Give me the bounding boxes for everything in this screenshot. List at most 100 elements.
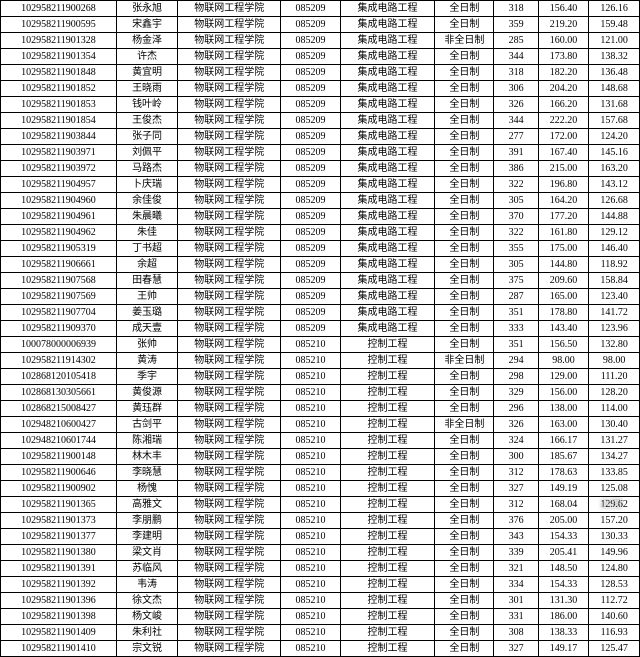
cell-type: 全日制 [435,97,494,113]
cell-score1: 334 [494,577,538,593]
cell-score3: 149.96 [589,545,640,561]
cell-id: 102958211901365 [1,497,117,513]
cell-score3: 125.47 [589,641,640,657]
cell-id: 102958211901328 [1,33,117,49]
cell-major: 控制工程 [340,545,435,561]
cell-name: 钱叶岭 [116,97,177,113]
table-row: 102958211904962朱佳物联网工程学院085209集成电路工程全日制3… [1,225,640,241]
table-row: 102958211901409朱利社物联网工程学院085210控制工程全日制30… [1,625,640,641]
cell-score3: 131.27 [589,433,640,449]
cell-score2: 148.50 [538,561,589,577]
cell-name: 古剑平 [116,417,177,433]
cell-id: 102958211900902 [1,481,117,497]
cell-major: 控制工程 [340,481,435,497]
cell-name: 李朋鹏 [116,513,177,529]
cell-code: 085210 [281,433,340,449]
cell-score3: 128.53 [589,577,640,593]
cell-type: 全日制 [435,129,494,145]
cell-score2: 138.00 [538,401,589,417]
cell-score1: 305 [494,193,538,209]
cell-id: 102958211901848 [1,65,117,81]
cell-type: 全日制 [435,577,494,593]
cell-score2: 154.33 [538,529,589,545]
table-row: 102958211907568田春慧物联网工程学院085209集成电路工程全日制… [1,273,640,289]
cell-name: 王晓雨 [116,81,177,97]
cell-id: 102958211904960 [1,193,117,209]
table-row: 102868215008427黄珏群物联网工程学院085210控制工程全日制29… [1,401,640,417]
cell-major: 集成电路工程 [340,113,435,129]
cell-type: 全日制 [435,321,494,337]
cell-college: 物联网工程学院 [178,561,281,577]
cell-score1: 375 [494,273,538,289]
cell-score3: 125.08 [589,481,640,497]
cell-name: 张永旭 [116,1,177,17]
cell-name: 林木丰 [116,449,177,465]
cell-name: 杨金泽 [116,33,177,49]
cell-score3: 118.92 [589,257,640,273]
cell-type: 非全日制 [435,417,494,433]
table-row: 102958211901853钱叶岭物联网工程学院085209集成电路工程全日制… [1,97,640,113]
cell-type: 全日制 [435,545,494,561]
cell-major: 集成电路工程 [340,289,435,305]
cell-type: 全日制 [435,529,494,545]
table-row: 102958211904957卜庆瑞物联网工程学院085209集成电路工程全日制… [1,177,640,193]
cell-score3: 130.33 [589,529,640,545]
cell-type: 全日制 [435,497,494,513]
cell-id: 102958211900268 [1,1,117,17]
cell-score3: 144.88 [589,209,640,225]
cell-major: 控制工程 [340,577,435,593]
cell-major: 控制工程 [340,465,435,481]
cell-code: 085210 [281,401,340,417]
cell-score3: 146.40 [589,241,640,257]
table-row: 102958211901377李建明物联网工程学院085210控制工程全日制34… [1,529,640,545]
cell-type: 全日制 [435,513,494,529]
table-row: 102958211901354许杰物联网工程学院085209集成电路工程全日制3… [1,49,640,65]
cell-code: 085210 [281,417,340,433]
cell-score1: 318 [494,1,538,17]
cell-score3: 123.96 [589,321,640,337]
cell-score1: 294 [494,353,538,369]
table-row: 102958211900595宋鑫宇物联网工程学院085209集成电路工程全日制… [1,17,640,33]
cell-major: 集成电路工程 [340,177,435,193]
cell-name: 李晓慧 [116,465,177,481]
cell-major: 集成电路工程 [340,209,435,225]
cell-name: 黄珏群 [116,401,177,417]
cell-major: 控制工程 [340,513,435,529]
table-row: 102958211900646李晓慧物联网工程学院085210控制工程全日制31… [1,465,640,481]
cell-code: 085209 [281,1,340,17]
cell-major: 控制工程 [340,625,435,641]
cell-major: 集成电路工程 [340,257,435,273]
cell-name: 梁文肖 [116,545,177,561]
data-table: 102958211900268张永旭物联网工程学院085209集成电路工程全日制… [0,0,640,657]
cell-type: 全日制 [435,257,494,273]
cell-college: 物联网工程学院 [178,417,281,433]
cell-score2: 172.00 [538,129,589,145]
cell-score1: 327 [494,641,538,657]
cell-name: 卜庆瑞 [116,177,177,193]
cell-score2: 167.40 [538,145,589,161]
cell-score2: 138.33 [538,625,589,641]
table-row: 102958211904960余佳俊物联网工程学院085209集成电路工程全日制… [1,193,640,209]
cell-score1: 339 [494,545,538,561]
cell-code: 085209 [281,209,340,225]
cell-score1: 344 [494,113,538,129]
cell-major: 集成电路工程 [340,81,435,97]
cell-code: 085210 [281,561,340,577]
cell-major: 集成电路工程 [340,225,435,241]
cell-name: 朱晨曦 [116,209,177,225]
cell-major: 控制工程 [340,529,435,545]
cell-id: 102958211900595 [1,17,117,33]
cell-major: 集成电路工程 [340,321,435,337]
cell-score2: 144.80 [538,257,589,273]
cell-score2: 165.00 [538,289,589,305]
cell-name: 苏临风 [116,561,177,577]
cell-college: 物联网工程学院 [178,225,281,241]
cell-major: 集成电路工程 [340,193,435,209]
cell-code: 085210 [281,577,340,593]
cell-college: 物联网工程学院 [178,385,281,401]
cell-type: 全日制 [435,145,494,161]
cell-type: 非全日制 [435,33,494,49]
cell-name: 徐文杰 [116,593,177,609]
cell-college: 物联网工程学院 [178,401,281,417]
cell-code: 085210 [281,337,340,353]
